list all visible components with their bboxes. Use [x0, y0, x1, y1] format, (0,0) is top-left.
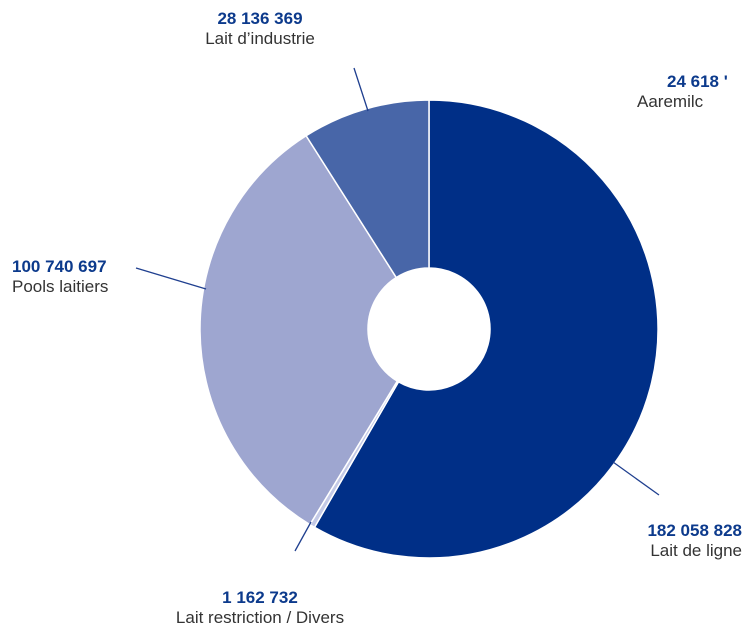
name-aaremilc: Aaremilc: [637, 92, 704, 112]
slice-pools-laitiers: [199, 134, 399, 526]
value-aaremilc: 24 618 ': [667, 72, 728, 91]
name-pools-laitiers: Pools laitiers: [12, 277, 109, 297]
slice-lait-industrie: [305, 99, 430, 279]
name-lait-ligne: Lait de ligne: [650, 541, 742, 561]
name-lait-industrie: Lait d’industrie: [205, 29, 315, 49]
label-aaremilc: 24 618 ' Aaremilc: [637, 72, 728, 113]
label-lait-ligne: 182 058 828 Lait de ligne: [582, 521, 742, 562]
leader-lait-industrie: [353, 67, 369, 112]
leader-lait-ligne: [612, 461, 660, 496]
value-lait-restriction: 1 162 732: [222, 588, 298, 607]
value-pools-laitiers: 100 740 697: [12, 257, 107, 276]
leader-lait-restriction: [294, 521, 312, 552]
label-lait-industrie: 28 136 369 Lait d’industrie: [180, 9, 340, 50]
label-lait-restriction: 1 162 732 Lait restriction / Divers: [130, 588, 390, 629]
name-lait-restriction: Lait restriction / Divers: [175, 608, 345, 628]
slice-lait-ligne: [313, 99, 659, 559]
value-lait-ligne: 182 058 828: [647, 521, 742, 540]
value-lait-industrie: 28 136 369: [217, 9, 303, 28]
leader-pools-laitiers: [135, 267, 207, 290]
label-pools-laitiers: 100 740 697 Pools laitiers: [12, 257, 108, 298]
